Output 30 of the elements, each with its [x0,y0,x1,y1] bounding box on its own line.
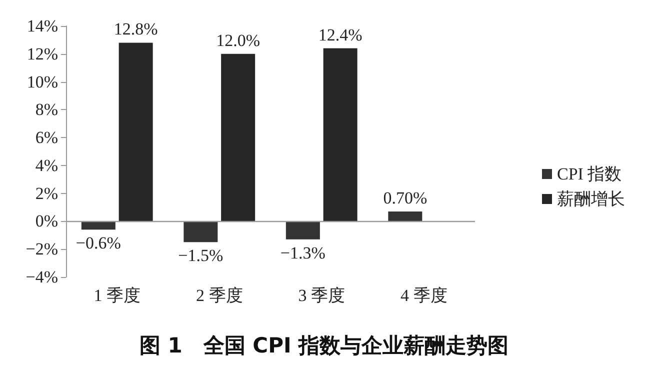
y-tick-label: −2% [26,240,58,259]
text: 图 1 全国 CPI 指数与企业薪酬走势图 [139,334,509,358]
data-label: 0.70% [383,188,428,208]
y-tick-label: 2% [35,184,58,203]
data-label: −1.3% [280,243,326,262]
y-tick-label: 12% [26,44,58,64]
x-tick-label: 3 季度 [298,286,345,305]
y-tick-label: 8% [35,100,58,120]
y-tick-label: 4% [35,156,58,175]
bar [286,221,320,240]
x-tick-label: 2 季度 [196,286,243,305]
data-label: 12.8% [114,20,158,39]
y-tick-label: 6% [35,128,58,148]
bar [184,221,218,242]
x-tick-label: 1 季度 [94,286,140,305]
bar [221,54,256,222]
bar [388,211,422,222]
y-tick-label: 10% [26,72,58,92]
bar [323,48,358,222]
x-tick-label: 4 季度 [400,286,448,305]
y-tick-label: 14% [26,16,58,36]
legend-label: CPI 指数 [557,164,622,184]
y-tick-label: 0% [35,212,58,231]
data-label: −1.5% [178,246,224,266]
y-tick-label: −4% [26,268,58,286]
data-label: 12.4% [318,25,362,44]
bar [118,42,153,222]
data-label: 12.0% [216,30,260,50]
legend-label: 薪酬增长 [557,190,625,208]
data-label: −0.6% [76,234,121,253]
